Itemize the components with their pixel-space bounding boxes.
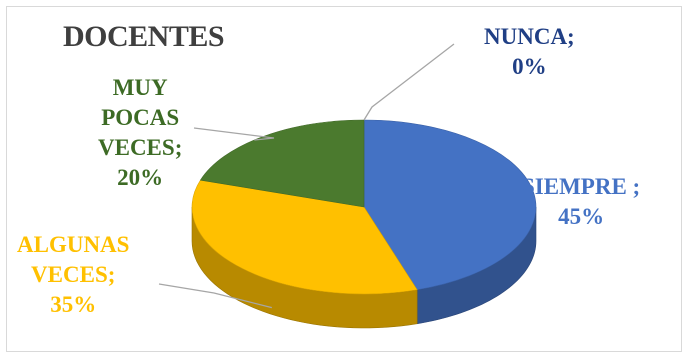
- slice-label-line: SIEMPRE ;: [522, 172, 640, 202]
- slice-label-muy-pocas-veces: MUY POCAS VECES; 20%: [98, 73, 182, 193]
- slice-label-line: VECES;: [98, 133, 182, 163]
- slice-value: 45%: [522, 202, 640, 232]
- slice-label-siempre: SIEMPRE ; 45%: [522, 172, 640, 232]
- slice-label-line: NUNCA;: [484, 22, 575, 52]
- leader-line-nunca: [364, 44, 454, 120]
- slice-label-line: POCAS: [98, 103, 182, 133]
- slice-label-algunas-veces: ALGUNAS VECES; 35%: [17, 230, 129, 320]
- slice-label-line: MUY: [98, 73, 182, 103]
- slice-value: 20%: [98, 163, 182, 193]
- slice-value: 0%: [484, 52, 575, 82]
- chart-title: DOCENTES: [63, 20, 224, 54]
- slice-label-line: VECES;: [17, 260, 129, 290]
- slice-label-nunca: NUNCA; 0%: [484, 22, 575, 82]
- slice-value: 35%: [17, 290, 129, 320]
- slice-label-line: ALGUNAS: [17, 230, 129, 260]
